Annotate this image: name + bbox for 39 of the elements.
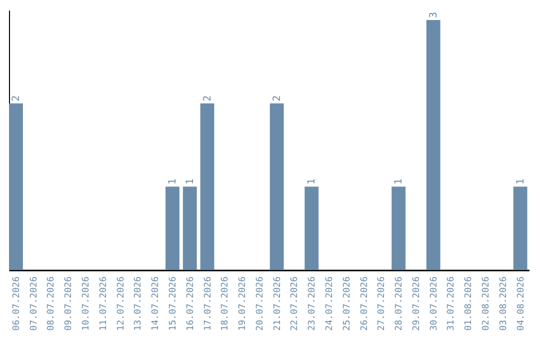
x-tick-label: 13.07.2026 (134, 276, 144, 331)
x-tick-label: 17.07.2026 (203, 276, 214, 331)
x-tick-label: 09.07.2026 (64, 276, 74, 331)
x-tick-label: 19.07.2026 (238, 276, 248, 331)
x-tick-label: 16.07.2026 (186, 276, 196, 331)
x-tick-label: 07.07.2026 (29, 276, 40, 331)
x-tick-label: 28.07.2026 (394, 276, 405, 331)
data-label: 2 (10, 95, 22, 102)
x-tick-label: 02.08.2026 (482, 276, 492, 331)
x-tick-label: 31.07.2026 (446, 276, 457, 331)
data-label: 1 (167, 178, 178, 185)
x-tick-label: 04.08.2026 (516, 276, 526, 331)
x-tick-label: 15.07.2026 (168, 276, 178, 331)
data-label: 1 (306, 178, 318, 185)
data-label: 1 (515, 178, 526, 185)
data-label: 1 (184, 178, 196, 185)
x-tick-label: 11.07.2026 (98, 276, 109, 331)
x-tick-label: 23.07.2026 (308, 276, 318, 331)
x-tick-label: 20.07.2026 (255, 276, 266, 331)
data-label: 2 (202, 95, 214, 102)
data-label: 2 (272, 95, 283, 102)
x-tick-label: 06.07.2026 (12, 276, 22, 331)
x-tick-label: 08.07.2026 (46, 276, 57, 331)
x-tick-label: 26.07.2026 (360, 276, 370, 331)
x-tick-label: 01.08.2026 (464, 276, 474, 331)
x-tick-label: 18.07.2026 (220, 276, 231, 331)
x-tick-label: 29.07.2026 (412, 276, 422, 331)
x-tick-label: 27.07.2026 (377, 276, 388, 331)
x-tick-label: 30.07.2026 (429, 276, 440, 331)
x-tick-label: 12.07.2026 (116, 276, 126, 331)
x-tick-label: 10.07.2026 (82, 276, 92, 331)
x-tick-label: 22.07.2026 (290, 276, 300, 331)
x-tick-label: 21.07.2026 (272, 276, 283, 331)
x-tick-label: 24.07.2026 (325, 276, 335, 331)
data-label: 3 (428, 12, 440, 18)
x-tick-label: 25.07.2026 (342, 276, 352, 331)
x-tick-label: 14.07.2026 (151, 276, 162, 331)
data-label: 1 (394, 178, 405, 185)
x-tick-label: 03.08.2026 (498, 276, 509, 331)
